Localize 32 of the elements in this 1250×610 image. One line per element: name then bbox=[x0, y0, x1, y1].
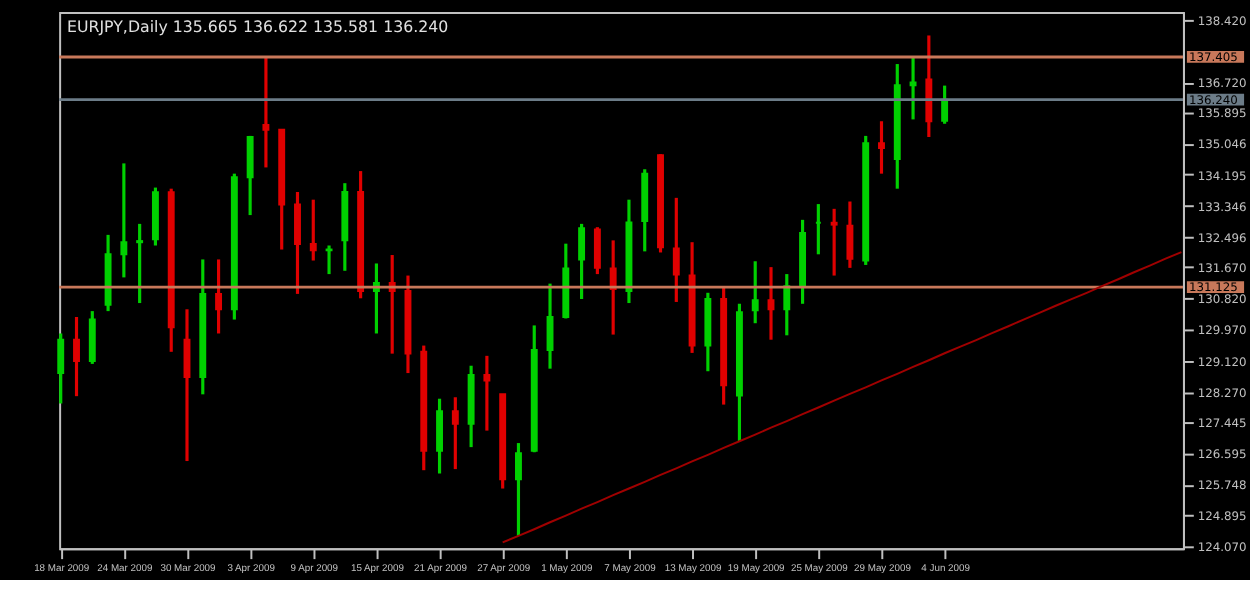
candlestick bbox=[704, 291, 712, 373]
candlestick bbox=[767, 265, 775, 342]
candlestick bbox=[641, 167, 649, 253]
candlestick bbox=[830, 207, 838, 278]
line-series bbox=[501, 251, 1183, 544]
candlestick bbox=[593, 225, 601, 276]
candlestick bbox=[88, 309, 96, 366]
candlestick bbox=[325, 243, 333, 276]
candlestick bbox=[925, 33, 933, 139]
candlestick bbox=[941, 84, 949, 126]
candlestick bbox=[578, 222, 586, 301]
candlestick bbox=[436, 397, 443, 476]
candlestick bbox=[672, 196, 680, 304]
candlestick bbox=[878, 119, 885, 176]
candlestick bbox=[246, 134, 254, 217]
candlestick bbox=[751, 259, 759, 325]
candlestick bbox=[483, 354, 491, 433]
candlestick bbox=[136, 222, 144, 305]
candlestick bbox=[294, 190, 301, 296]
candlestick bbox=[120, 161, 128, 279]
candlestick bbox=[57, 331, 65, 406]
chart-title: EURJPY,Daily 135.665 136.622 135.581 136.240 bbox=[67, 17, 449, 36]
candlestick bbox=[783, 272, 791, 337]
candlestick bbox=[73, 315, 80, 398]
candlestick bbox=[151, 186, 159, 248]
candlestick bbox=[909, 55, 917, 121]
candlestick bbox=[262, 55, 270, 169]
candlestick bbox=[309, 198, 317, 263]
candlestick bbox=[846, 199, 854, 270]
candlestick bbox=[215, 257, 223, 336]
candlestick bbox=[515, 441, 522, 538]
candlestick bbox=[451, 395, 459, 471]
